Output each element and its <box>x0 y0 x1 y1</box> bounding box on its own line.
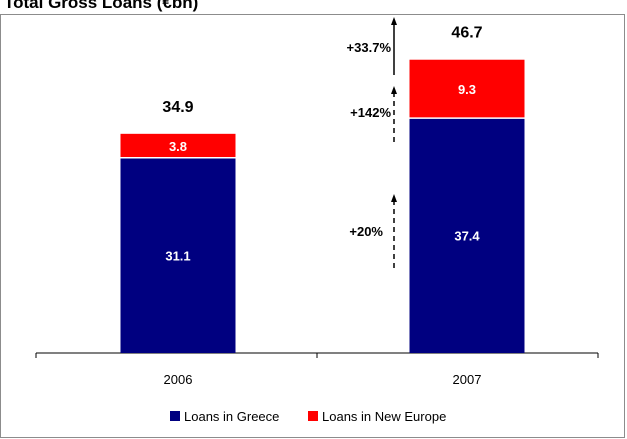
x-tick-label-2007: 2007 <box>453 372 482 387</box>
legend-label-greece: Loans in Greece <box>184 409 279 424</box>
bar-greece-2007 <box>409 118 525 354</box>
total-label-2007: 46.7 <box>451 25 482 42</box>
total-label-2006: 34.9 <box>162 99 193 116</box>
legend-label-new-europe: Loans in New Europe <box>322 409 446 424</box>
chart-frame <box>0 14 625 438</box>
bar-greece-2006 <box>120 157 236 353</box>
growth-label-greece: +20% <box>349 224 383 239</box>
data-label-new-europe-2006: 3.8 <box>169 139 187 154</box>
growth-arrowhead-greece <box>391 194 397 202</box>
legend-swatch-greece <box>170 411 180 421</box>
bar-new-europe-2006 <box>120 133 236 158</box>
legend-swatch-new-europe <box>308 411 318 421</box>
bar-new-europe-2007 <box>409 59 525 119</box>
growth-arrowhead-total <box>391 17 397 25</box>
x-tick-label-2006: 2006 <box>164 372 193 387</box>
growth-label-total: +33.7% <box>347 40 392 55</box>
chart-title: Total Gross Loans (€bn) <box>4 0 199 12</box>
growth-arrowhead-new-europe <box>391 86 397 94</box>
data-label-greece-2006: 31.1 <box>165 248 190 263</box>
data-label-greece-2007: 37.4 <box>454 229 480 244</box>
growth-label-new-europe: +142% <box>350 105 391 120</box>
data-label-new-europe-2007: 9.3 <box>458 82 476 97</box>
